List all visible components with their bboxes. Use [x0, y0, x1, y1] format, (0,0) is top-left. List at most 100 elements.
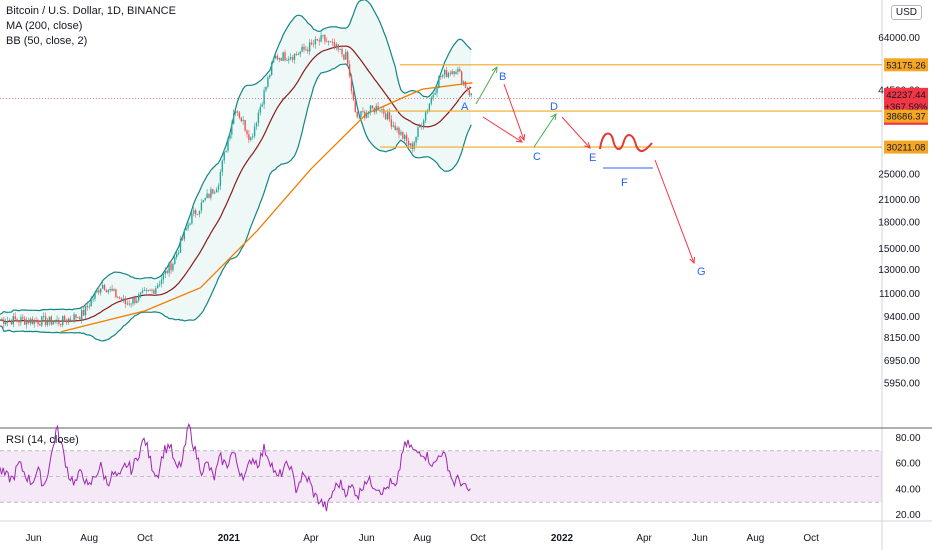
arrow-c-d[interactable] [533, 113, 557, 148]
candle-body [204, 198, 206, 201]
candle-body [200, 202, 203, 211]
candle-body [312, 43, 315, 45]
candle-body [1, 319, 3, 321]
arrow-f-g[interactable] [654, 159, 695, 264]
candle-body [43, 316, 45, 318]
price-badge-label: +367.59% [884, 102, 928, 113]
price-badge [884, 109, 928, 123]
candle-body [145, 289, 147, 291]
candle-body [356, 112, 358, 117]
candle-body [117, 297, 119, 299]
candle-body [90, 299, 92, 307]
price-badge-label: 53175.26 [886, 60, 926, 71]
candle-body [419, 125, 421, 128]
candle-body [29, 318, 32, 324]
currency-button[interactable]: USD [890, 5, 922, 20]
annotation-label-d[interactable]: D [550, 101, 558, 113]
candle-body [86, 305, 89, 308]
candle-body [445, 70, 448, 78]
candle-body [303, 46, 305, 50]
annotation-label-g[interactable]: G [697, 266, 706, 278]
annotation-label-c[interactable]: C [533, 151, 541, 163]
candle-body [100, 288, 102, 293]
candle-body [79, 317, 81, 320]
candle-body [394, 125, 396, 131]
candle-body [124, 298, 127, 304]
candle-body [457, 69, 459, 72]
candle-body [364, 111, 366, 118]
candle-body [428, 103, 431, 110]
candle-body [73, 314, 75, 322]
candle-body [404, 135, 406, 139]
candle-body [324, 35, 326, 42]
arrow-b-down[interactable] [503, 83, 525, 141]
candle-body [44, 316, 47, 325]
rsi-legend[interactable]: RSI (14, close) [6, 434, 79, 446]
candle-body [20, 317, 22, 323]
candle-body [462, 81, 465, 84]
chart-legend: Bitcoin / U.S. Dollar, 1D, BINANCE MA (2… [6, 4, 176, 49]
consolidation-squiggle[interactable] [599, 132, 653, 153]
candle-body [360, 111, 362, 117]
arrow-a-b[interactable] [475, 66, 498, 105]
candle-body [164, 270, 166, 274]
candle-body [217, 185, 220, 190]
candle-body [109, 288, 111, 291]
x-tick-label: 2021 [218, 533, 241, 544]
arrow-a-c[interactable] [482, 116, 523, 143]
annotation-label-f[interactable]: F [621, 177, 628, 189]
candle-body [189, 223, 191, 225]
candle-body [132, 297, 134, 304]
y-tick-label: 15000.00 [878, 244, 920, 255]
candle-body [185, 228, 187, 231]
y-tick-label: 25000.00 [878, 170, 920, 181]
annotation-label-e[interactable]: E [589, 152, 596, 164]
candle-body [193, 210, 195, 214]
candle-body [39, 324, 41, 326]
candle-body [390, 119, 393, 127]
candle-body [183, 230, 185, 240]
candle-body [8, 320, 11, 321]
bb-legend[interactable]: BB (50, close, 2) [6, 35, 88, 47]
candle-body [225, 150, 227, 152]
candle-body [33, 320, 35, 325]
candle-body [41, 316, 43, 326]
annotation-label-b[interactable]: B [499, 71, 506, 83]
candle-body [31, 318, 33, 325]
candle-body [84, 305, 87, 316]
candle-body [255, 122, 258, 127]
candle-body [398, 127, 400, 135]
candle-body [411, 143, 413, 150]
candle-body [417, 127, 419, 138]
x-tick-label: Aug [747, 533, 765, 544]
candle-body [347, 51, 349, 65]
arrow-d-e[interactable] [561, 116, 591, 149]
candle-body [280, 58, 282, 61]
candle-body [459, 69, 461, 72]
candle-body [331, 42, 334, 43]
x-tick-label: Aug [80, 533, 98, 544]
rsi-tick-label: 20.00 [895, 510, 920, 521]
y-tick-label: 6950.00 [884, 356, 921, 367]
candle-body [468, 90, 470, 96]
candle-body [366, 113, 368, 118]
candle-body [299, 51, 301, 55]
candle-body [141, 290, 144, 293]
annotation-label-a[interactable]: A [461, 101, 469, 113]
candle-body [436, 87, 438, 94]
candle-body [215, 189, 218, 193]
candle-body [153, 290, 155, 294]
candle-body [443, 70, 446, 75]
ma-legend[interactable]: MA (200, close) [6, 20, 83, 32]
candle-body [335, 44, 337, 48]
candle-body [421, 125, 423, 127]
x-tick-label: Jun [25, 533, 41, 544]
candle-body [119, 297, 121, 299]
candle-body [77, 317, 79, 319]
candle-body [377, 105, 379, 111]
rsi-line [0, 422, 471, 512]
candle-body [358, 116, 360, 118]
candle-body [223, 151, 225, 161]
y-tick-label: 21000.00 [878, 195, 920, 206]
